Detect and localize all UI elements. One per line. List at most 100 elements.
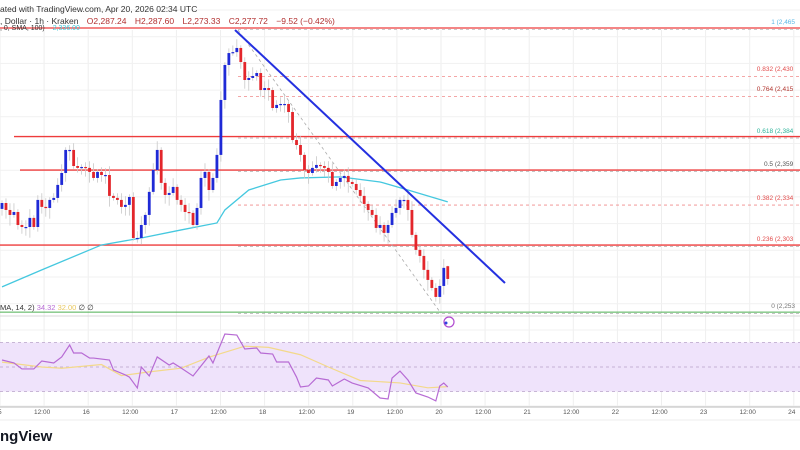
horizontal-levels: [0, 27, 800, 313]
candle: [326, 161, 330, 183]
candle-body: [430, 279, 434, 288]
candle-body: [123, 204, 127, 207]
candle: [275, 100, 279, 113]
candle: [418, 245, 422, 263]
candle: [143, 212, 147, 234]
candle-body: [370, 209, 374, 215]
candle-body: [56, 184, 60, 198]
candle-body: [191, 212, 195, 225]
candle-body: [426, 269, 430, 280]
candle: [295, 133, 298, 150]
candle: [394, 199, 398, 218]
candle-body: [195, 207, 199, 225]
candle: [267, 79, 271, 101]
candle: [291, 107, 294, 143]
candle-body: [120, 199, 123, 207]
rsi-extra-2: ∅: [87, 303, 94, 312]
candle: [8, 203, 12, 226]
time-tick: 12:00: [474, 409, 492, 416]
candle: [382, 222, 386, 242]
rsi-line: [1, 333, 449, 402]
candle-body: [131, 196, 135, 238]
candle-body: [167, 192, 171, 195]
candle: [271, 87, 275, 111]
candle-body: [92, 171, 95, 178]
candle: [68, 145, 72, 161]
candle: [263, 81, 267, 99]
candle-body: [187, 211, 191, 214]
candle: [88, 161, 91, 183]
fib-label: 0.832 (2,430: [756, 65, 794, 73]
candle-body: [171, 186, 175, 193]
candle-body: [402, 199, 406, 202]
time-tick: 21: [523, 409, 531, 416]
high-value: H2,287.60: [134, 16, 175, 26]
candle: [243, 57, 247, 89]
trendline[interactable]: [234, 29, 506, 284]
candle: [402, 195, 406, 209]
fib-label: 0 (2,253: [771, 303, 796, 311]
candle: [414, 232, 418, 255]
candle-body: [247, 77, 251, 80]
candle-body: [12, 211, 16, 215]
candle-body: [52, 197, 56, 200]
candle: [112, 193, 115, 201]
candle: [438, 279, 442, 304]
candle-body: [72, 149, 76, 167]
candle-body: [287, 103, 290, 113]
candle-body: [64, 149, 68, 173]
candle: [303, 152, 306, 179]
candle: [72, 143, 76, 169]
candle: [12, 203, 16, 218]
candle-body: [243, 62, 247, 80]
candle-body: [143, 214, 147, 225]
candle-body: [203, 171, 207, 178]
candle-body: [319, 164, 322, 167]
candle-body: [135, 237, 139, 240]
candle: [56, 178, 60, 203]
fib-anchor-line: [237, 29, 441, 313]
candle-body: [147, 191, 151, 215]
candle: [370, 205, 374, 218]
candle-body: [283, 103, 286, 106]
candle-body: [116, 197, 119, 200]
time-tick: 23: [699, 409, 708, 416]
candle-body: [215, 154, 219, 178]
alert-marker-icon[interactable]: [443, 316, 455, 328]
candle-body: [299, 144, 302, 155]
candle-body: [44, 206, 48, 209]
candle-body: [28, 217, 32, 227]
candle-body: [279, 103, 282, 106]
candle: [398, 197, 402, 215]
candle-body: [0, 203, 4, 209]
symbol-info: , Dollar · 1h · Kraken: [0, 16, 79, 26]
candle-body: [179, 199, 183, 205]
time-tick: 22: [611, 409, 620, 416]
candle: [187, 203, 191, 224]
fibonacci-lines: [238, 29, 800, 314]
candle-body: [151, 169, 155, 192]
candle-body: [251, 75, 255, 78]
candle: [64, 147, 68, 182]
candle: [28, 209, 32, 238]
candle-body: [275, 104, 279, 108]
candle-body: [127, 196, 131, 205]
time-tick: 19: [347, 409, 355, 416]
candle: [52, 193, 56, 203]
candle: [120, 193, 123, 214]
candle-body: [104, 174, 107, 177]
candle-body: [96, 171, 99, 178]
candle: [259, 68, 263, 97]
candle-body: [438, 285, 442, 297]
candle: [366, 201, 370, 221]
candle-body: [239, 47, 243, 63]
candle: [354, 179, 358, 195]
candle: [24, 220, 28, 236]
time-tick: 20: [435, 409, 443, 416]
time-tick: 12:00: [651, 409, 668, 416]
candle-body: [382, 224, 386, 233]
candle: [92, 163, 95, 181]
candle-body: [4, 203, 8, 210]
candle-body: [366, 203, 370, 210]
